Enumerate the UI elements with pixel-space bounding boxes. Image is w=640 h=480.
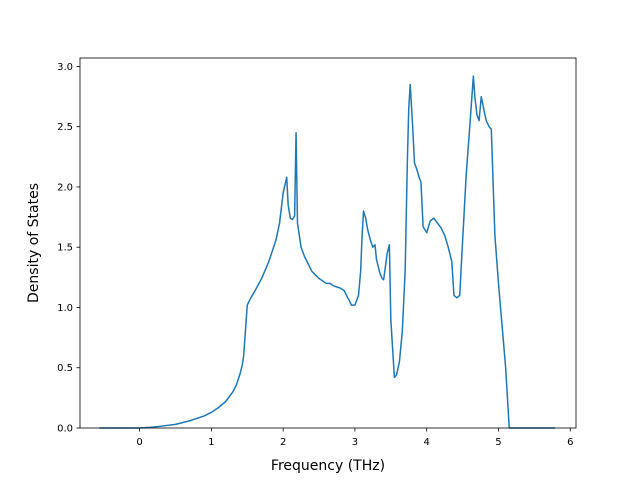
y-tick-label: 1.5 <box>57 243 73 254</box>
y-axis-ticks: 0.0 0.5 1.0 1.5 2.0 2.5 3.0 <box>57 62 80 435</box>
x-tick-label: 6 <box>567 437 573 448</box>
y-tick-label: 3.0 <box>57 62 73 73</box>
x-axis-ticks: 0 1 2 3 4 5 6 <box>136 428 573 448</box>
y-tick-label: 2.5 <box>57 122 73 133</box>
y-tick-label: 2.0 <box>57 182 73 193</box>
x-tick-label: 0 <box>136 437 142 448</box>
y-tick-label: 0.0 <box>57 424 73 435</box>
x-tick-label: 3 <box>352 437 358 448</box>
series-line <box>99 75 556 429</box>
x-tick-label: 4 <box>424 437 430 448</box>
plot-frame <box>79 57 577 429</box>
x-tick-label: 1 <box>208 437 214 448</box>
y-tick-label: 1.0 <box>57 303 73 314</box>
y-axis-title: Density of States <box>26 183 42 303</box>
x-axis-title: Frequency (THz) <box>271 458 385 474</box>
x-tick-label: 2 <box>280 437 286 448</box>
plot-background <box>80 58 576 428</box>
x-tick-label: 5 <box>495 437 501 448</box>
y-tick-label: 0.5 <box>57 363 73 374</box>
